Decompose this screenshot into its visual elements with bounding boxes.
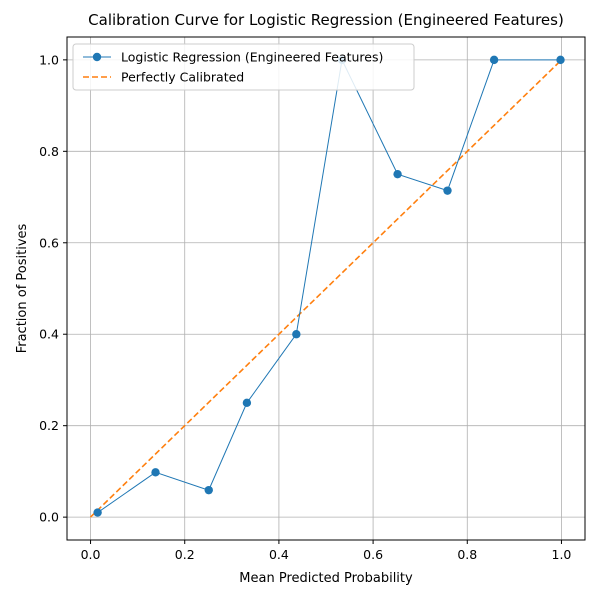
- x-tick-label: 0.8: [457, 547, 477, 562]
- x-axis-label: Mean Predicted Probability: [239, 571, 413, 586]
- chart-title: Calibration Curve for Logistic Regressio…: [88, 11, 564, 29]
- calibration-point: [489, 55, 499, 65]
- calibration-point: [151, 468, 160, 477]
- ticks: 0.0 0.2 0.4 0.6 0.8 1.0 0.0 0.2 0.4 0.6 0.8 1.0: [39, 52, 571, 562]
- calibration-point: [242, 398, 252, 408]
- y-tick-label: 0.4: [39, 327, 59, 342]
- y-axis-label: Fraction of Positives: [15, 223, 30, 353]
- calibration-point: [93, 508, 102, 517]
- calibration-point: [292, 330, 301, 339]
- calibration-point: [393, 169, 402, 179]
- legend-swatch-marker: [92, 52, 102, 62]
- y-tick-label: 0.0: [39, 510, 59, 525]
- series-layer: [89, 55, 565, 518]
- y-tick-label: 0.2: [39, 418, 59, 433]
- calibration-point: [204, 485, 213, 495]
- x-tick-label: 0.2: [175, 547, 195, 562]
- y-tick-label: 0.8: [39, 144, 59, 159]
- calibration-point: [556, 55, 565, 65]
- legend-entry-label: Perfectly Calibrated: [121, 70, 244, 85]
- plot-frame: [66, 36, 586, 541]
- x-tick-label: 0.4: [269, 547, 289, 562]
- y-tick-label: 1.0: [39, 52, 59, 67]
- y-tick-label: 0.6: [39, 235, 59, 250]
- calibration-curve-line: [97, 58, 561, 514]
- legend: Logistic Regression (Engineered Features…: [72, 43, 415, 91]
- grid: [67, 37, 585, 540]
- x-tick-label: 0.6: [363, 547, 383, 562]
- perfect-calibration-line: [89, 59, 563, 518]
- x-tick-label: 0.0: [81, 547, 101, 562]
- x-tick-label: 1.0: [552, 547, 572, 562]
- legend-box: [72, 43, 415, 91]
- legend-entry-label: Logistic Regression (Engineered Features…: [121, 50, 383, 65]
- calibration-point: [443, 186, 452, 195]
